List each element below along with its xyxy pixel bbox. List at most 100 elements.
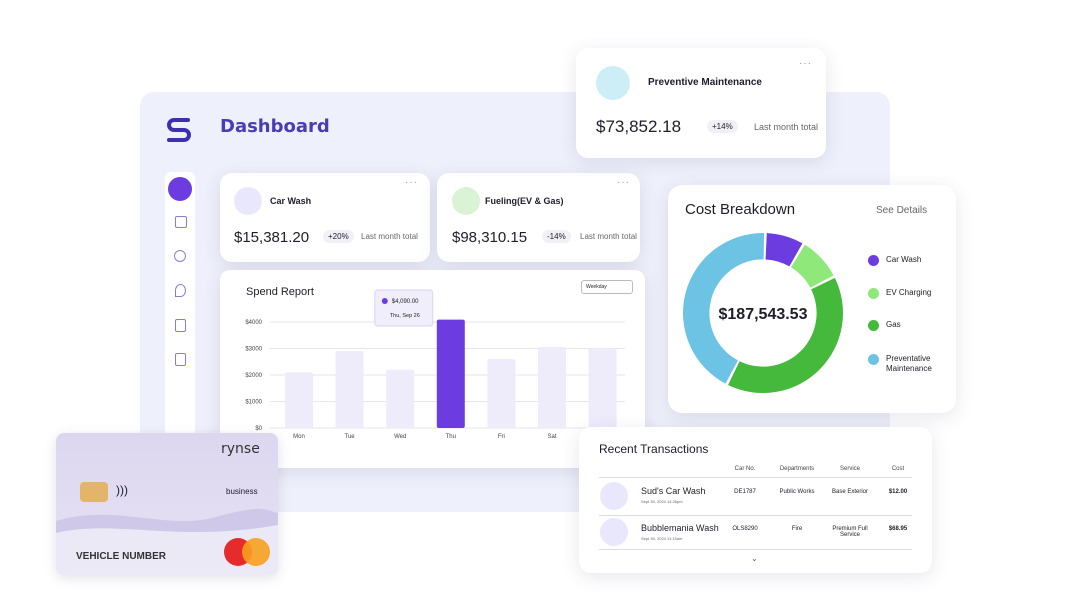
tooltip-dot [381, 298, 388, 304]
nav-profile[interactable] [174, 250, 186, 262]
legend-swatch [868, 354, 879, 365]
y-tick-label: $1000 [245, 400, 262, 406]
sidebar [165, 172, 195, 440]
x-tick-label: Wed [394, 434, 406, 440]
card-brand: rynse [221, 441, 260, 457]
tooltip [374, 289, 434, 327]
page-title: Dashboard [220, 116, 330, 137]
menu-dots[interactable]: ··· [405, 177, 418, 188]
legend-swatch [868, 320, 879, 331]
legend-label: Car Wash [886, 255, 922, 264]
department: Fire [791, 526, 803, 532]
bar [436, 319, 465, 428]
vehicle-card: rynse ))) business VEHICLE NUMBER [56, 433, 278, 575]
nav-docs[interactable] [175, 353, 186, 366]
x-tick-label: Fri [498, 434, 505, 440]
card-tier: business [226, 487, 258, 496]
mastercard-orange [242, 538, 270, 566]
legend-swatch [868, 288, 879, 299]
x-tick-label: Thu [446, 434, 456, 440]
service: Base Exterior [831, 489, 868, 495]
car-no: OLS8290 [732, 526, 758, 532]
legend-label: Preventative Maintenance [886, 354, 932, 373]
nav-location[interactable] [175, 284, 186, 297]
card-wave [56, 508, 278, 575]
merchant-name[interactable]: Sud's Car Wash [641, 486, 706, 496]
timestamp: Sept 30, 2024 11:15am [641, 536, 683, 541]
nav-home[interactable] [168, 177, 192, 201]
filter-dropdown[interactable]: Weekday [581, 280, 633, 294]
expand-chevron[interactable]: ⌄ [751, 554, 758, 563]
car-wash-icon [234, 187, 262, 215]
chip [80, 482, 108, 502]
menu-dots[interactable]: ··· [617, 177, 630, 188]
donut-segment [791, 244, 834, 288]
x-tick-label: Sat [547, 434, 556, 440]
legend-swatch [868, 255, 879, 266]
bar [386, 369, 415, 428]
kpi-change: +20% [323, 230, 354, 243]
nav-org[interactable] [175, 216, 187, 228]
donut-segment [728, 277, 843, 394]
column-header: Departments [779, 466, 815, 472]
bar [487, 359, 516, 428]
cost-breakdown: Cost Breakdown See Details $187,543.53 C… [668, 185, 956, 413]
column-header: Cost [891, 466, 905, 472]
bar-chart: $0 $1000 $2000 $3000 $4000 Mon Tue Wed Thu Fri Sat… [245, 289, 625, 440]
kpi-card: Fueling(EV & Gas) ··· $98,310.15 -14% La… [437, 173, 640, 262]
kpi-card: Preventive Maintenance ··· $73,852.18 +1… [576, 48, 826, 158]
transactions-panel: Recent Transactions Car No. Departments … [579, 427, 932, 573]
logo [167, 118, 191, 142]
donut-segment [683, 233, 764, 384]
section-title: Recent Transactions [599, 442, 709, 456]
x-tick-label: Tue [345, 434, 356, 440]
kpi-amount: $98,310.15 [452, 229, 528, 246]
fuel-icon [452, 187, 480, 215]
department: Public Works [779, 489, 815, 495]
donut-center-label: $187,543.53 [719, 306, 808, 323]
merchant-name[interactable]: Bubblemania Wash [641, 523, 719, 533]
y-tick-label: $0 [255, 426, 262, 432]
divider [599, 477, 912, 478]
kpi-change: -14% [542, 230, 571, 243]
column-header: Service [839, 466, 860, 472]
kpi-card: Car Wash ··· $15,381.20 +20% Last month … [220, 173, 430, 262]
tooltip-date: Thu, Sep 26 [390, 313, 420, 319]
legend-label: Gas [886, 320, 901, 329]
service: Premium Full Service [832, 526, 868, 538]
bar [588, 348, 617, 428]
kpi-title: Preventive Maintenance [648, 77, 762, 88]
kpi-amount: $73,852.18 [596, 117, 682, 136]
divider [599, 515, 912, 516]
car-no: DE1787 [734, 489, 756, 495]
kpi-amount: $15,381.20 [234, 229, 310, 246]
nav-reports[interactable] [175, 319, 186, 332]
y-tick-label: $3000 [245, 347, 262, 353]
card-label: VEHICLE NUMBER [76, 551, 167, 562]
y-tick-label: $4000 [245, 320, 262, 326]
bar [335, 351, 364, 428]
column-header: Car No. [734, 466, 756, 472]
y-tick-label: $2000 [245, 373, 262, 379]
donut-chart: $187,543.53 [683, 233, 843, 394]
see-details[interactable]: See Details [876, 205, 928, 216]
cost: $12.00 [888, 489, 908, 495]
row-icon [600, 518, 628, 546]
kpi-change: +14% [707, 120, 738, 133]
donut-segment [765, 233, 803, 267]
kpi-note: Last month total [361, 232, 418, 241]
chart-title: Spend Report [246, 286, 314, 298]
chart-title: Cost Breakdown [685, 201, 796, 218]
bar [538, 347, 566, 428]
row-icon [600, 482, 628, 510]
x-tick-label: Mon [293, 434, 305, 440]
kpi-note: Last month total [580, 232, 637, 241]
divider [599, 549, 912, 550]
menu-dots[interactable]: ··· [799, 58, 812, 69]
kpi-title: Fueling(EV & Gas) [485, 196, 564, 206]
timestamp: Sept 30, 2024 14:26pm [641, 499, 683, 504]
spend-report: Spend Report Weekday $0 $1000 $2000 $3000 $4… [220, 270, 645, 468]
contactless-icon: ))) [116, 483, 128, 497]
bar [285, 372, 313, 428]
